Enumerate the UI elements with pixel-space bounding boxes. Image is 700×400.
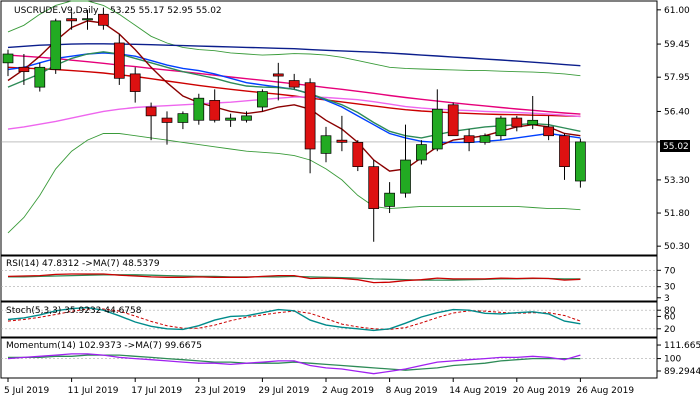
rsi-line	[7, 273, 581, 284]
stoch-tick-label: 60	[664, 312, 676, 322]
candle-body	[368, 166, 380, 209]
date-tick-label: 20 Aug 2019	[513, 386, 571, 396]
price-panel-frame	[0, 0, 658, 256]
rsi-tick-label: 30	[664, 283, 676, 293]
candle-body	[177, 113, 189, 123]
candle-body	[66, 18, 77, 22]
candle-body	[2, 53, 14, 64]
price-tick-label: 59.45	[664, 40, 690, 50]
candle-body	[161, 117, 173, 123]
price-tick-label: 61.00	[664, 6, 690, 16]
candle-body	[145, 106, 157, 117]
date-tick-label: 26 Aug 2019	[576, 386, 634, 396]
price-tick-label: 53.30	[664, 176, 690, 186]
bollinger-lower-line	[7, 133, 581, 234]
candle-body	[241, 115, 252, 121]
bollinger-upper-line	[7, 0, 581, 77]
date-tick-label: 29 Jul 2019	[258, 386, 309, 396]
stoch-tick-label: 80	[664, 306, 676, 316]
date-axis: 5 Jul 2019 11 Jul 2019 17 Jul 2019 23 Jul 2…	[4, 378, 634, 396]
candle-body	[257, 91, 268, 108]
candle-body	[50, 20, 62, 70]
candle-body	[384, 192, 395, 207]
candle-body	[288, 80, 300, 88]
candle-body	[225, 117, 236, 121]
candle-body	[34, 66, 46, 88]
date-tick-label: 11 Jul 2019	[68, 386, 119, 396]
price-tick-label: 56.40	[664, 107, 690, 117]
date-tick-label: 5 Jul 2019	[4, 386, 49, 396]
moving-average-line	[7, 43, 581, 67]
rsi-tick-label: 3	[664, 294, 670, 304]
price-tick-label: 51.80	[664, 209, 690, 219]
candle-body	[575, 141, 586, 182]
candle-body	[463, 135, 475, 143]
momentum-tick-label: 89.2944	[664, 367, 700, 377]
candle-body	[511, 117, 523, 128]
candle-body	[527, 119, 539, 126]
candle-body	[479, 135, 491, 143]
candle-body	[129, 73, 141, 92]
date-tick-label: 23 Jul 2019	[195, 386, 246, 396]
price-tick-label: 57.95	[664, 73, 690, 83]
date-tick-label: 2 Aug 2019	[322, 386, 374, 396]
candle-body	[98, 13, 109, 26]
rsi-label: RSI(14) 47.8312 ->MA(7) 48.5379	[6, 259, 160, 269]
candle-body	[495, 117, 507, 137]
candle-body	[543, 126, 554, 137]
chart-title: USCRUDE.V9,Daily	[14, 6, 99, 16]
date-tick-label: 17 Jul 2019	[131, 386, 182, 396]
price-tick-label: 50.30	[664, 242, 690, 252]
moving-average-line	[7, 66, 581, 117]
candle-body	[272, 73, 284, 77]
candle-body	[400, 159, 411, 194]
last-price-label: 55.02	[663, 142, 689, 152]
date-tick-label: 14 Aug 2019	[449, 386, 507, 396]
candle-body	[431, 108, 443, 150]
last-price-tag	[660, 140, 690, 152]
date-tick-label: 8 Aug 2019	[386, 386, 438, 396]
momentum-label: Momentum(14) 102.9373 ->MA(7) 99.6675	[6, 341, 202, 351]
candle-body	[209, 100, 221, 121]
candle-body	[352, 142, 364, 168]
candle-body	[559, 135, 570, 168]
candle-body	[416, 144, 427, 161]
candles	[2, 7, 586, 242]
momentum-line	[7, 353, 581, 375]
moving-average-line	[7, 96, 581, 130]
candle-body	[320, 135, 332, 154]
candle-body	[336, 139, 348, 143]
stoch-label: Stoch(5,3,3) 35.9232 44.6758	[6, 306, 142, 316]
candle-body	[193, 97, 205, 121]
rsi-tick-label: 70	[664, 266, 676, 276]
stoch-k-line	[7, 306, 581, 332]
stoch-tick-label: 20	[664, 325, 676, 335]
candle-body	[447, 104, 459, 137]
candle-body	[18, 66, 30, 73]
candle-body	[113, 42, 125, 79]
ohlc-values: 53.25 55.17 52.95 55.02	[110, 6, 222, 16]
momentum-tick-label: 111.6654	[664, 341, 700, 351]
momentum-tick-label: 100	[664, 355, 681, 365]
candle-body	[304, 82, 316, 150]
price-axis: 61.00 59.45 57.95 56.40 53.30 51.80 50.30	[657, 6, 690, 252]
candle-body	[82, 18, 93, 21]
